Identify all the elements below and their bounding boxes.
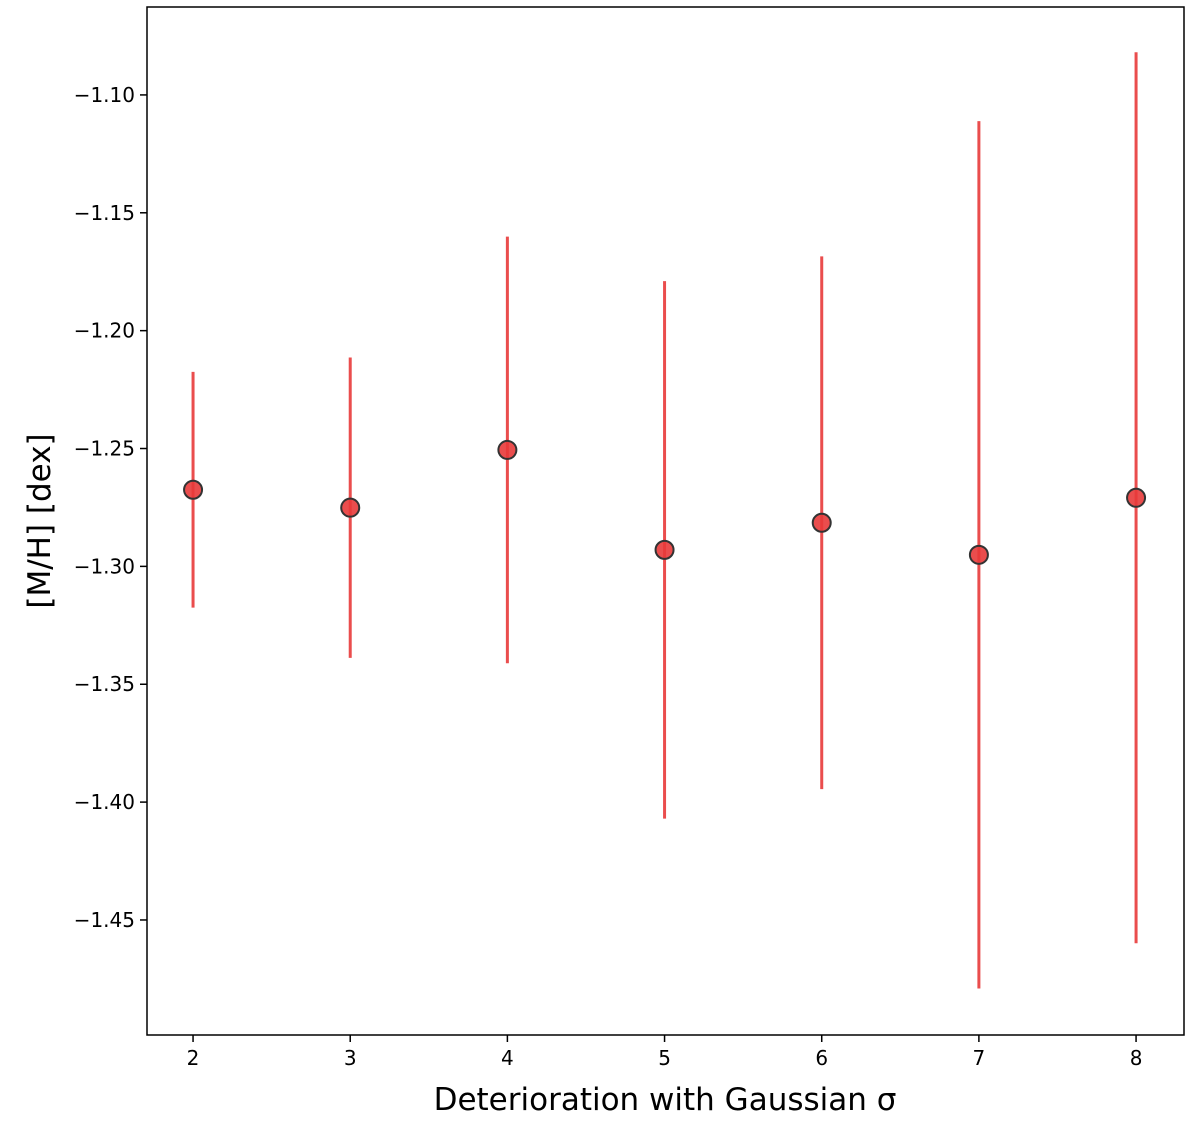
point xyxy=(340,497,361,518)
plot-frame xyxy=(146,6,1185,1036)
point xyxy=(968,544,989,565)
y-tick-label: −1.40 xyxy=(74,790,135,814)
x-tick-label: 6 xyxy=(815,1046,828,1070)
x-tick-label: 4 xyxy=(501,1046,514,1070)
y-tick-label: −1.20 xyxy=(74,319,135,343)
y-tick-label: −1.45 xyxy=(74,908,135,932)
point xyxy=(183,479,204,500)
point xyxy=(497,439,518,460)
point xyxy=(654,539,675,560)
x-axis-label: Deterioration with Gaussian σ xyxy=(434,1082,897,1118)
point xyxy=(811,512,832,533)
x-tick-label: 8 xyxy=(1130,1046,1143,1070)
x-tick-label: 5 xyxy=(658,1046,671,1070)
x-tick-label: 7 xyxy=(973,1046,986,1070)
x-tick-label: 3 xyxy=(344,1046,357,1070)
y-tick-label: −1.15 xyxy=(74,201,135,225)
x-tick-label: 2 xyxy=(187,1046,200,1070)
y-axis-label: [M/H] [dex] xyxy=(22,433,58,608)
point xyxy=(1126,487,1147,508)
y-tick-label: −1.30 xyxy=(74,554,135,578)
y-tick-label: −1.35 xyxy=(74,672,135,696)
y-tick-label: −1.10 xyxy=(74,83,135,107)
y-tick-label: −1.25 xyxy=(74,437,135,461)
